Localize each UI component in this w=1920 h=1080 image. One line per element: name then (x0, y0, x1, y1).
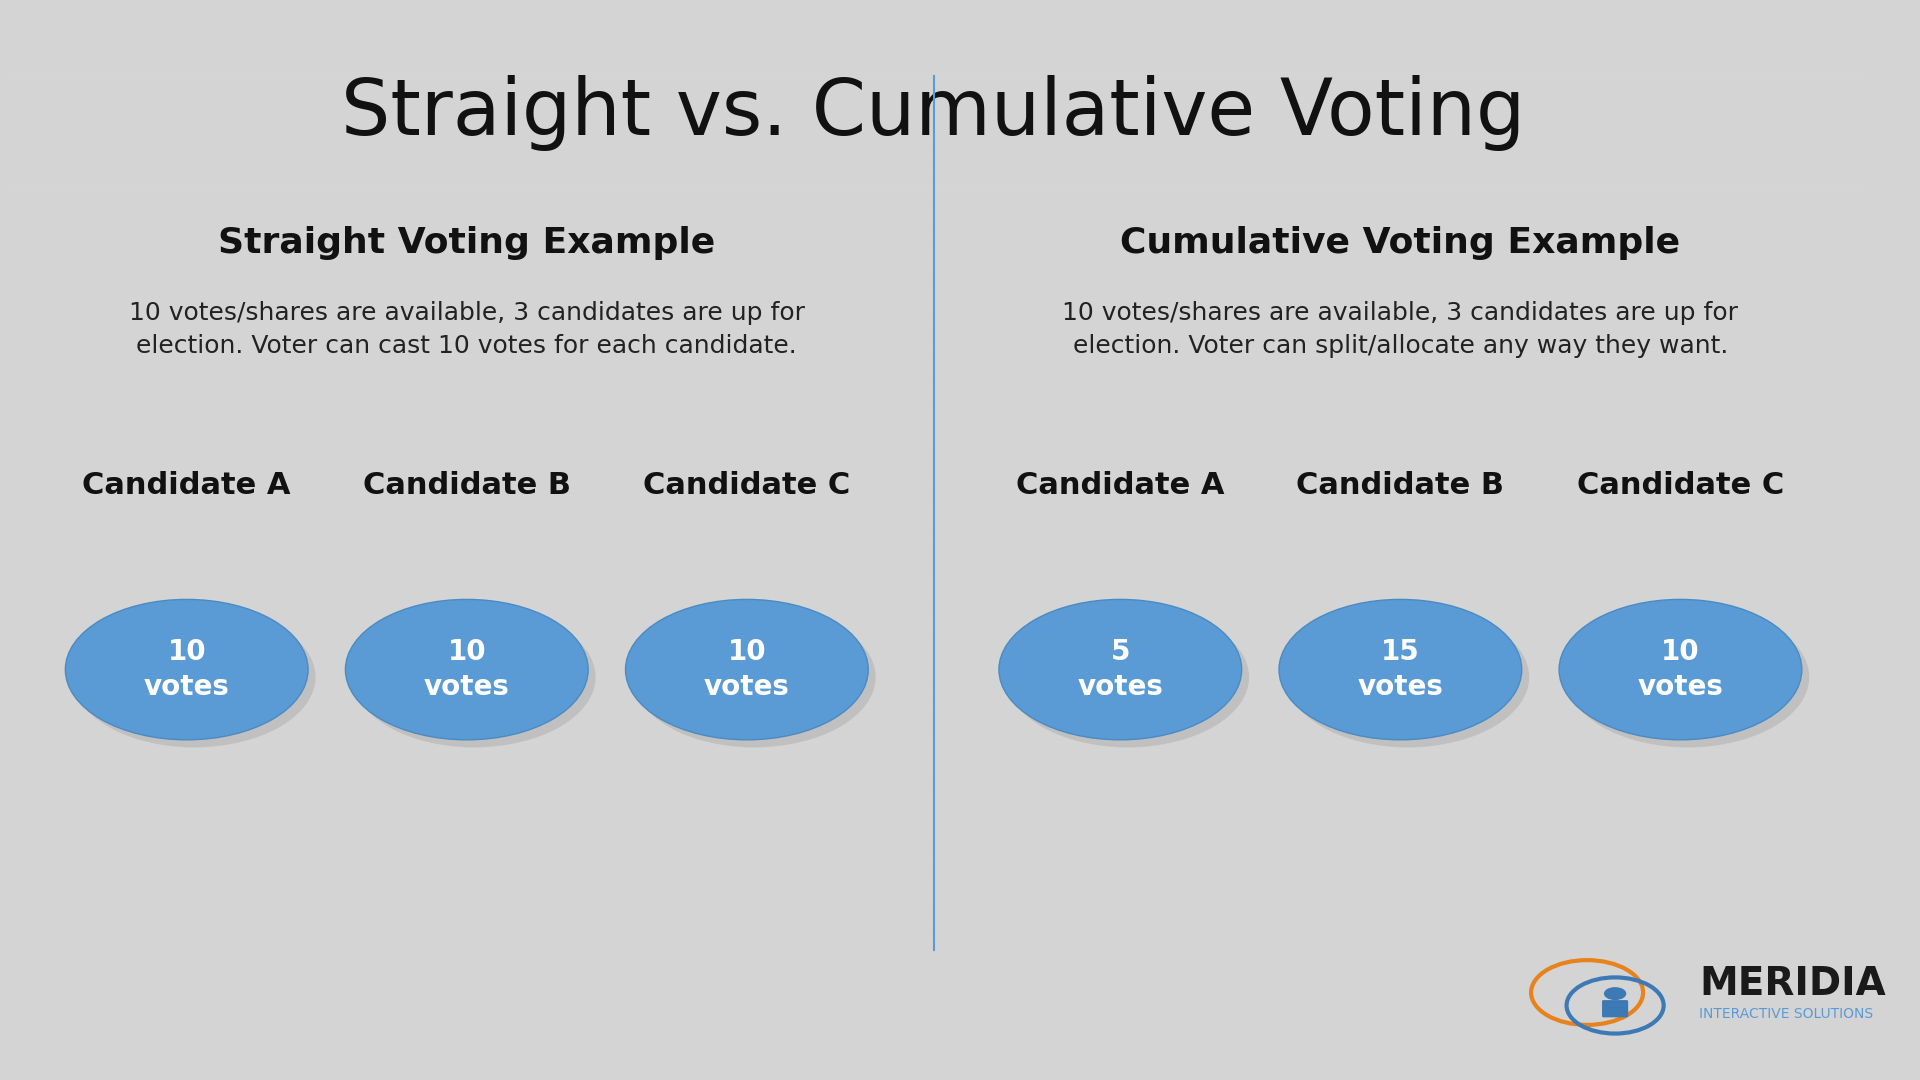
Circle shape (1603, 987, 1626, 1000)
Text: Straight vs. Cumulative Voting: Straight vs. Cumulative Voting (342, 76, 1526, 151)
Circle shape (626, 599, 868, 740)
Circle shape (1279, 599, 1523, 740)
Circle shape (1559, 599, 1801, 740)
Circle shape (346, 599, 588, 740)
Text: 10
votes: 10 votes (144, 638, 230, 701)
FancyBboxPatch shape (1601, 1000, 1628, 1017)
Text: Candidate B: Candidate B (1296, 472, 1505, 500)
Text: 15
votes: 15 votes (1357, 638, 1444, 701)
Text: Candidate B: Candidate B (363, 472, 570, 500)
Circle shape (353, 607, 595, 747)
Text: Candidate C: Candidate C (1576, 472, 1784, 500)
Text: 10 votes/shares are available, 3 candidates are up for
election. Voter can split: 10 votes/shares are available, 3 candida… (1062, 300, 1738, 359)
Circle shape (634, 607, 876, 747)
Text: Straight Voting Example: Straight Voting Example (219, 226, 716, 260)
Text: Cumulative Voting Example: Cumulative Voting Example (1119, 226, 1680, 260)
Text: Candidate A: Candidate A (1016, 472, 1225, 500)
Circle shape (1567, 607, 1809, 747)
Text: 10 votes/shares are available, 3 candidates are up for
election. Voter can cast : 10 votes/shares are available, 3 candida… (129, 300, 804, 359)
Text: MERIDIA: MERIDIA (1699, 964, 1885, 1003)
Text: 10
votes: 10 votes (424, 638, 509, 701)
Circle shape (1286, 607, 1528, 747)
Circle shape (1006, 607, 1250, 747)
Text: INTERACTIVE SOLUTIONS: INTERACTIVE SOLUTIONS (1699, 1008, 1874, 1021)
Text: 5
votes: 5 votes (1077, 638, 1164, 701)
Circle shape (65, 599, 307, 740)
Text: Candidate C: Candidate C (643, 472, 851, 500)
Text: 10
votes: 10 votes (705, 638, 789, 701)
Circle shape (73, 607, 315, 747)
Circle shape (998, 599, 1242, 740)
Text: 10
votes: 10 votes (1638, 638, 1724, 701)
Text: Candidate A: Candidate A (83, 472, 292, 500)
